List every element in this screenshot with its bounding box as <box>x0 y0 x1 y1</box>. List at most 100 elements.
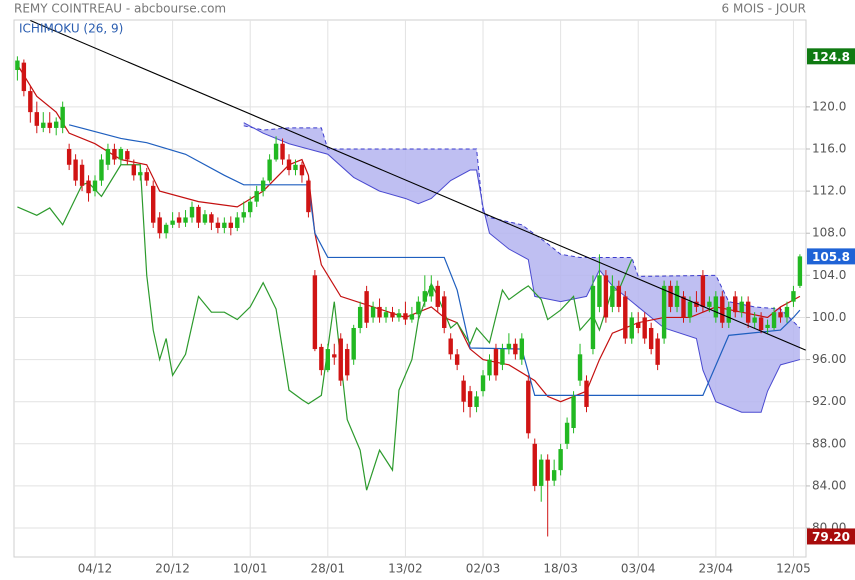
y-tick-label: 104.0 <box>812 268 846 282</box>
y-tick-label: 112.0 <box>812 184 846 198</box>
candle-body <box>34 112 40 126</box>
candle-body <box>351 327 356 360</box>
candle-body <box>202 214 208 223</box>
candle-body <box>260 180 266 192</box>
candle-body <box>429 285 434 297</box>
candle-body <box>131 164 137 176</box>
candle-body <box>797 256 803 286</box>
candle-body <box>487 359 492 376</box>
indicator-line <box>17 164 633 491</box>
candle-body <box>681 296 686 318</box>
candle-body <box>720 296 725 323</box>
candle-body <box>364 291 369 323</box>
candle-body <box>506 343 512 350</box>
indicator-label: ICHIMOKU (26, 9) <box>19 22 123 36</box>
candle-body <box>778 312 783 318</box>
price-tag-label: 124.8 <box>812 50 850 64</box>
candle-body <box>480 375 486 392</box>
candle-body <box>616 285 622 307</box>
candle-body <box>590 285 596 350</box>
x-tick-label: 03/04 <box>621 562 656 576</box>
axis-layer: 80.0084.0088.0092.0096.00100.0104.0108.0… <box>78 48 855 576</box>
candle-body <box>435 285 440 307</box>
candle-body <box>532 443 537 486</box>
candle-body <box>99 159 104 181</box>
candle-body <box>784 306 790 318</box>
candle-body <box>28 91 33 113</box>
candle-body <box>668 285 673 307</box>
candle-body <box>700 275 706 307</box>
candle-body <box>209 214 214 223</box>
candle-body <box>370 306 376 318</box>
candle-body <box>325 349 331 371</box>
indicator-line <box>243 122 801 413</box>
candle-body <box>54 121 59 128</box>
candle-body <box>183 217 188 223</box>
candle-body <box>332 354 337 358</box>
candle-body <box>312 275 318 350</box>
candle-body <box>461 380 466 402</box>
candle-body <box>448 338 453 355</box>
candle-body <box>144 172 149 181</box>
candle-body <box>176 217 182 223</box>
candle-body <box>655 338 660 365</box>
y-tick-label: 92.00 <box>812 394 846 408</box>
x-tick-label: 10/01 <box>233 562 268 576</box>
candle-body <box>694 301 699 307</box>
candle-body <box>603 275 609 318</box>
indicator-line <box>68 124 801 396</box>
candle-body <box>248 201 253 213</box>
candle-body <box>280 143 285 160</box>
candle-body <box>629 317 634 339</box>
y-tick-label: 88.00 <box>812 436 846 450</box>
price-tag <box>807 248 855 265</box>
candle-body <box>157 217 162 234</box>
candle-body <box>545 459 550 481</box>
candle-body <box>571 396 576 429</box>
candle-body <box>112 148 117 160</box>
candle-body <box>642 317 647 339</box>
candle-body <box>454 354 460 365</box>
candle-body <box>118 148 124 160</box>
candle-body <box>196 206 201 223</box>
y-tick-label: 116.0 <box>812 141 846 155</box>
candle-body <box>577 354 583 381</box>
candle-body <box>500 349 505 365</box>
chart-title: REMY COINTREAU - abcbourse.com <box>14 2 226 16</box>
candle-body <box>293 164 298 171</box>
y-tick-label: 100.0 <box>812 310 846 324</box>
candle-body <box>377 306 382 318</box>
candle-body <box>726 306 731 323</box>
candle-body <box>338 338 343 381</box>
candle-body <box>416 301 421 315</box>
candle-body <box>707 301 712 307</box>
price-tag <box>807 48 855 65</box>
x-tick-label: 04/12 <box>78 562 113 576</box>
candle-body <box>442 296 447 328</box>
x-tick-label: 28/01 <box>311 562 346 576</box>
candle-body <box>687 301 693 318</box>
x-tick-label: 13/02 <box>388 562 423 576</box>
candle-body <box>163 224 169 234</box>
candle-body <box>584 380 589 407</box>
candle-body <box>396 313 402 318</box>
candle-body <box>383 312 389 318</box>
candle-body <box>791 291 796 302</box>
candle-body <box>286 159 292 171</box>
plot-layer <box>15 20 806 537</box>
candle-body <box>551 470 557 481</box>
candle-body <box>661 285 667 339</box>
candle-body <box>151 185 156 223</box>
candle-body <box>739 301 744 313</box>
candle-body <box>765 324 770 328</box>
candle-body <box>267 159 272 181</box>
candle-body <box>403 313 408 320</box>
candle-body <box>41 122 46 128</box>
candle-body <box>170 220 175 225</box>
candle-body <box>422 291 428 302</box>
candle-body <box>273 143 279 160</box>
candle-body <box>558 449 563 471</box>
candle-body <box>648 327 654 350</box>
candle-body <box>493 349 499 376</box>
